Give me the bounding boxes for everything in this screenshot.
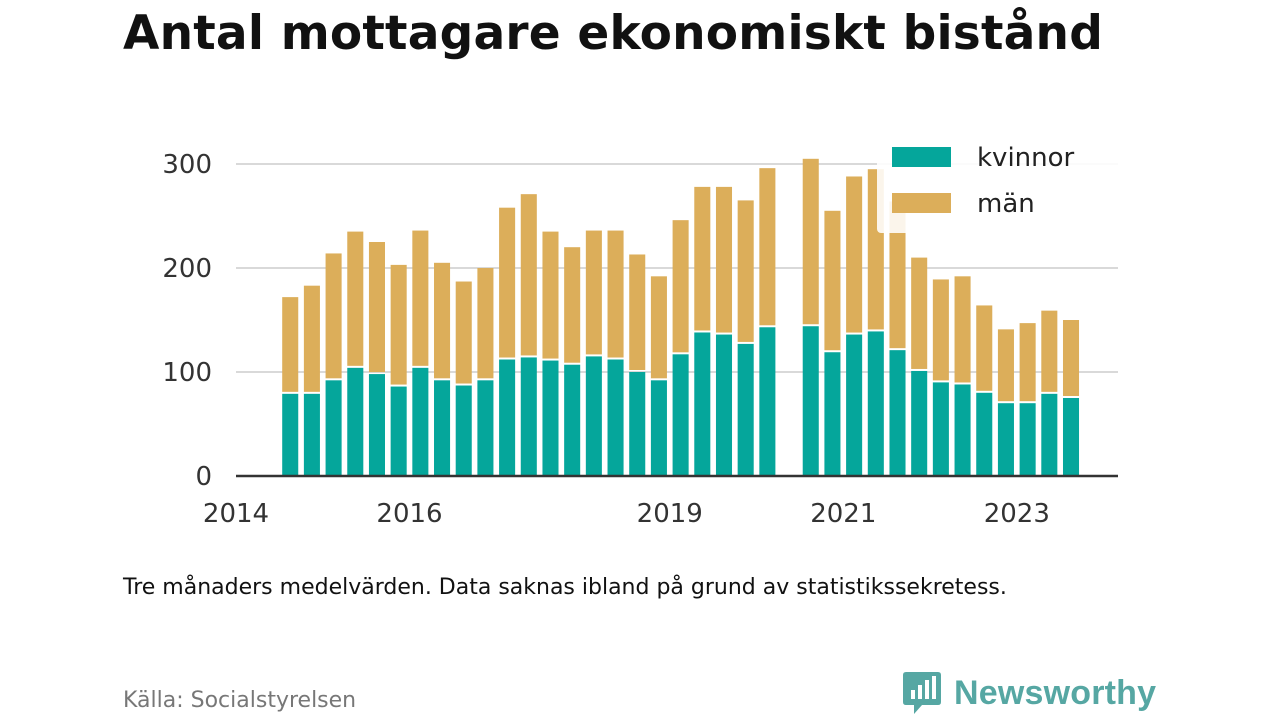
bar-kvinnor [542, 360, 559, 476]
bar-man [585, 230, 602, 355]
bar-kvinnor [889, 350, 906, 476]
bar-man [325, 253, 342, 379]
bar-kvinnor [1019, 403, 1036, 476]
bar-kvinnor [672, 354, 689, 476]
x-tick-label: 2023 [984, 499, 1050, 529]
bar-kvinnor [412, 367, 429, 476]
bar-man [650, 276, 667, 379]
y-tick-label: 300 [162, 150, 212, 180]
bar-man [412, 230, 429, 366]
bar-man [434, 262, 451, 379]
bar-kvinnor [824, 352, 841, 476]
bar-kvinnor [303, 393, 320, 476]
bar-man [520, 194, 537, 356]
legend-label-kvinnor: kvinnor [977, 143, 1075, 173]
bar-man [477, 268, 494, 379]
bar-man [542, 231, 559, 359]
bar-kvinnor [694, 332, 711, 476]
bar-man [824, 210, 841, 351]
bar-kvinnor [867, 331, 884, 476]
bar-man [694, 186, 711, 331]
bar-man [607, 230, 624, 358]
x-tick-label: 2021 [810, 499, 876, 529]
source-credit: Källa: Socialstyrelsen [123, 688, 357, 713]
chart-title: Antal mottagare ekonomiskt bistånd [123, 6, 1104, 61]
bar-man [715, 186, 733, 333]
bar-man [564, 247, 581, 363]
bar-man [629, 254, 646, 370]
bar-kvinnor [564, 364, 581, 476]
bar-kvinnor [347, 367, 364, 476]
bar-kvinnor [368, 374, 386, 476]
legend-label-man: män [977, 189, 1035, 219]
legend-swatch-man [892, 193, 951, 213]
bars [282, 158, 1080, 476]
bar-man [802, 158, 819, 325]
bar-kvinnor [802, 326, 819, 476]
legend-swatch-kvinnor [892, 147, 951, 167]
bar-kvinnor [585, 356, 602, 476]
bar-man [997, 329, 1014, 402]
bar-man [347, 231, 364, 366]
bar-kvinnor [390, 386, 407, 476]
legend: kvinnor män [877, 136, 1123, 233]
bar-man [390, 264, 407, 385]
bar-man [368, 242, 386, 373]
bar-kvinnor [325, 380, 342, 476]
bar-man [303, 285, 320, 392]
brand-name: Newsworthy [954, 673, 1157, 712]
bar-man [954, 276, 971, 383]
bar-kvinnor [976, 392, 993, 476]
bar-man [846, 176, 863, 333]
bar-kvinnor [1062, 398, 1080, 476]
bar-kvinnor [954, 384, 971, 476]
bar-man [499, 207, 516, 358]
bar-kvinnor [715, 334, 733, 476]
bar-kvinnor [997, 403, 1014, 476]
chart-note: Tre månaders medelvärden. Data saknas ib… [123, 575, 1007, 600]
bar-man [672, 220, 689, 353]
newsworthy-logo: Newsworthy [902, 670, 1156, 716]
x-tick-label: 2019 [637, 499, 703, 529]
bar-man [976, 305, 993, 391]
bar-kvinnor [520, 357, 537, 476]
y-axis-ticks: 0 100 200 300 [162, 150, 212, 492]
y-tick-label: 0 [195, 462, 212, 492]
bar-man [1041, 310, 1058, 392]
bar-man [759, 168, 776, 326]
bar-man [737, 200, 754, 342]
newsworthy-logo-icon [903, 672, 941, 714]
bar-kvinnor [607, 359, 624, 476]
y-tick-label: 200 [162, 254, 212, 284]
x-axis-ticks: 2014 2016 2019 2021 2023 [203, 499, 1050, 529]
bar-man [282, 297, 299, 392]
bar-kvinnor [846, 334, 863, 476]
bar-kvinnor [282, 393, 299, 476]
bar-man [455, 281, 472, 384]
bar-man [911, 257, 928, 369]
bar-kvinnor [650, 380, 667, 476]
x-tick-label: 2014 [203, 499, 269, 529]
x-tick-label: 2016 [376, 499, 442, 529]
bar-kvinnor [629, 372, 646, 476]
bar-kvinnor [759, 327, 776, 476]
bar-man [1019, 323, 1036, 402]
bar-man [1062, 320, 1080, 396]
bar-kvinnor [455, 385, 472, 476]
bar-kvinnor [477, 380, 494, 476]
bar-kvinnor [932, 382, 949, 476]
bar-kvinnor [737, 343, 754, 476]
bar-man [932, 279, 949, 381]
bar-kvinnor [1041, 393, 1058, 476]
bar-man [889, 201, 906, 349]
y-tick-label: 100 [162, 358, 212, 388]
bar-kvinnor [499, 359, 516, 476]
bar-kvinnor [434, 380, 451, 476]
bar-kvinnor [911, 370, 928, 476]
